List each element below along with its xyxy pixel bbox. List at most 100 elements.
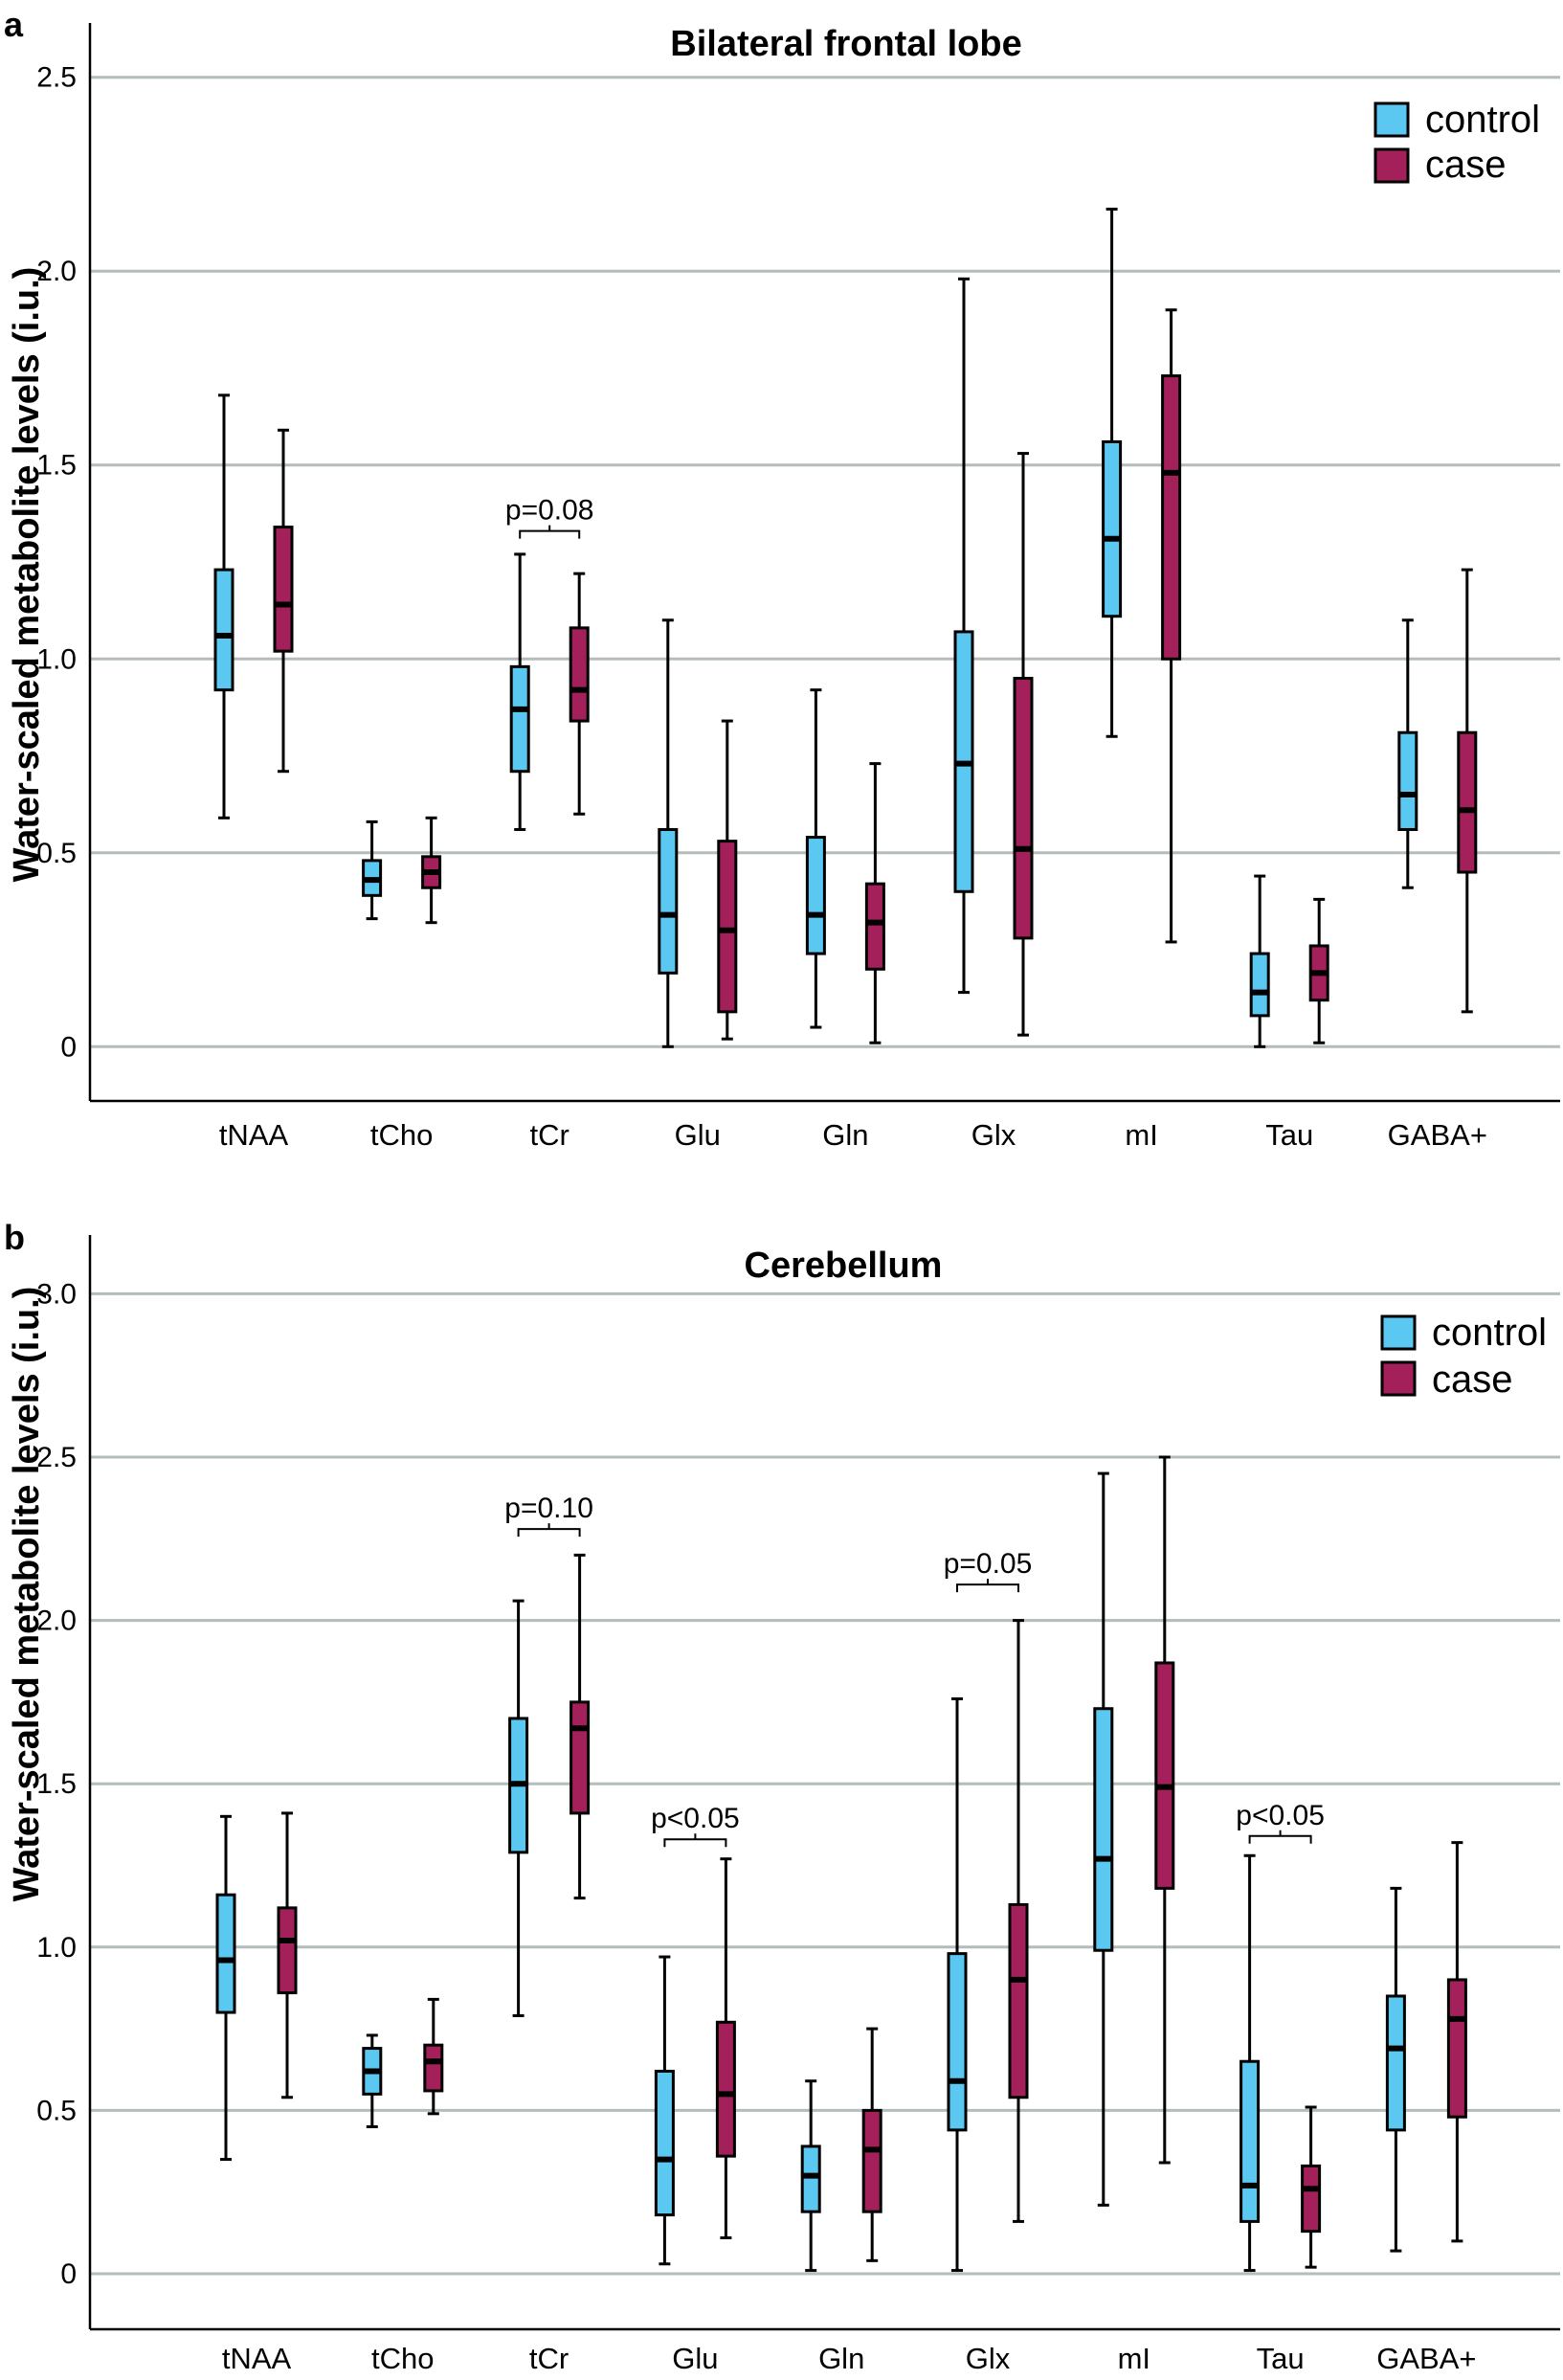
box-control (1102, 207, 1123, 738)
box-iqr (1397, 730, 1418, 831)
category-label: Glu (675, 1118, 721, 1152)
panel-b-letter: b (4, 1218, 25, 1257)
y-tick-label: 0 (60, 1031, 77, 1063)
box-control (362, 820, 383, 921)
box-case (1446, 1841, 1467, 2243)
category-label: Tau (1265, 1118, 1313, 1152)
panel-a-legend: control case (1373, 99, 1540, 186)
box-iqr (1301, 2164, 1322, 2234)
p-value-label: p=0.05 (944, 1548, 1033, 1580)
box-control (1385, 1886, 1406, 2253)
p-value-label: p=0.08 (505, 495, 594, 527)
box-control (654, 1955, 675, 2266)
category-label: mI (1118, 2342, 1150, 2375)
box-case (864, 762, 885, 1044)
box-case (1154, 1455, 1175, 2165)
box-control (953, 277, 974, 995)
y-tick-label: 3.0 (36, 1278, 77, 1310)
p-value-label: p=0.10 (504, 1493, 593, 1524)
panel-a-y-axis-label: Water-scaled metabolite levels (i.u.) (7, 267, 47, 883)
y-tick-label: 2.0 (36, 256, 77, 287)
category-label: Gln (818, 2342, 864, 2375)
category-label: GABA+ (1388, 1118, 1487, 1152)
y-tick-label: 1.5 (36, 1768, 77, 1800)
box-iqr (864, 882, 885, 971)
category-label: mI (1125, 1118, 1157, 1152)
box-iqr (509, 664, 530, 774)
box-control (658, 618, 679, 1048)
category-label: GABA+ (1376, 2342, 1476, 2375)
box-control (800, 2079, 821, 2273)
box-iqr (654, 2069, 675, 2217)
significance-annotation: p<0.05 (651, 1803, 740, 1848)
y-tick-label: 1.0 (36, 643, 77, 675)
box-iqr (1161, 374, 1182, 661)
category-label: Glx (971, 1118, 1016, 1152)
box-iqr (569, 626, 590, 723)
legend-swatch-case (1373, 147, 1410, 184)
gridlines (90, 1291, 1560, 2276)
legend-swatch-control (1373, 101, 1410, 138)
legend-swatch-control (1380, 1314, 1417, 1351)
box-case (1161, 308, 1182, 944)
box-iqr (658, 827, 679, 975)
category-label: Tau (1257, 2342, 1305, 2375)
significance-annotation: p<0.05 (1236, 1800, 1325, 1844)
box-iqr (213, 568, 234, 692)
significance-bracket (519, 525, 581, 539)
category-label: Gln (822, 1118, 868, 1152)
legend-label-control: control (1432, 1312, 1547, 1354)
category-label: tNAA (222, 2342, 292, 2375)
panel-a-letter: a (4, 5, 24, 44)
box-case (421, 816, 442, 925)
box-iqr (1249, 952, 1270, 1018)
y-tick-label: 1.5 (36, 450, 77, 482)
y-tick-label: 2.0 (36, 1605, 77, 1637)
box-iqr (1102, 439, 1123, 618)
box-iqr (569, 1700, 591, 1815)
box-case (715, 1857, 736, 2239)
panel-a-title: Bilateral frontal lobe (670, 24, 1021, 64)
box-control (805, 688, 826, 1029)
box-control (1093, 1471, 1114, 2207)
significance-bracket (1248, 1830, 1312, 1844)
significance-annotation: p=0.08 (505, 495, 594, 539)
box-iqr (717, 840, 738, 1014)
y-tick-label: 0.5 (36, 838, 77, 869)
significance-bracket (663, 1833, 727, 1848)
box-iqr (800, 2144, 821, 2213)
box-iqr (715, 2020, 736, 2158)
box-iqr (805, 836, 826, 955)
box-iqr (1008, 1902, 1029, 2099)
box-control (1249, 874, 1270, 1048)
box-control (215, 1814, 236, 2162)
category-label: tCho (371, 2342, 434, 2375)
legend-label-case: case (1432, 1358, 1513, 1401)
box-case (861, 2027, 882, 2262)
box-case (569, 1553, 591, 1900)
box-case (1008, 1619, 1029, 2223)
box-iqr (215, 1893, 236, 2014)
box-case (1308, 897, 1329, 1044)
box-case (273, 428, 294, 774)
p-value-label: p<0.05 (1236, 1800, 1325, 1831)
panel-b: b Cerebellum Water-scaled metabolite lev… (4, 1218, 1560, 2375)
legend-swatch-case (1380, 1360, 1417, 1397)
category-label: tCho (370, 1118, 433, 1152)
category-label: Glx (966, 2342, 1011, 2375)
box-case (1013, 452, 1034, 1037)
category-label: tCr (530, 1118, 569, 1152)
box-case (569, 572, 590, 816)
y-tick-label: 0 (60, 2258, 77, 2290)
box-case (423, 1997, 444, 2116)
box-iqr (1385, 1994, 1406, 2132)
box-case (1301, 2105, 1322, 2269)
box-iqr (1093, 1707, 1114, 1952)
box-case (717, 719, 738, 1041)
box-case (1457, 568, 1478, 1014)
panel-a: a Bilateral frontal lobe Water-scaled me… (4, 5, 1560, 1152)
gridlines (90, 76, 1560, 1048)
significance-bracket (956, 1579, 1019, 1593)
box-case (277, 1811, 298, 2099)
box-iqr (1154, 1661, 1175, 1890)
